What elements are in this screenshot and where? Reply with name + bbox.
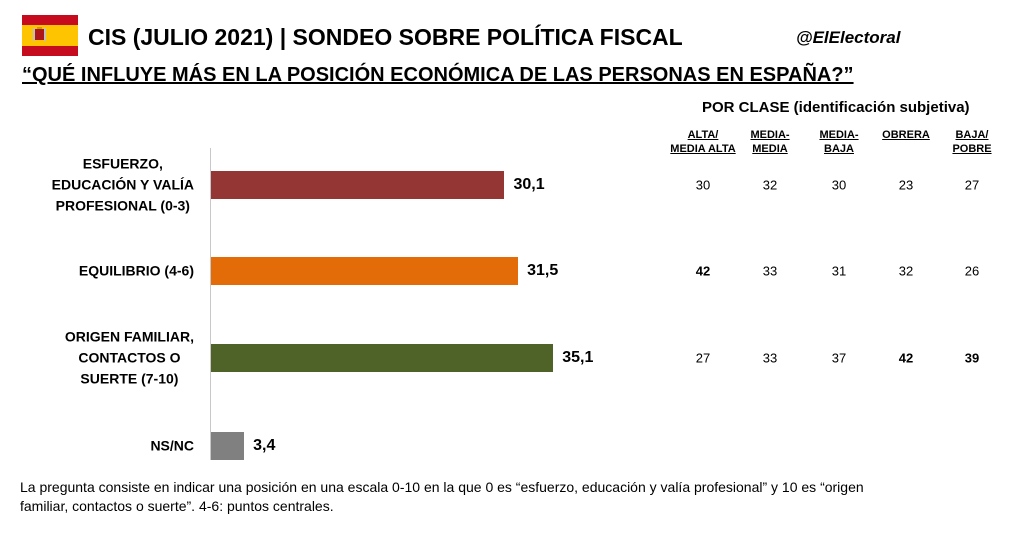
table-cell: 30 bbox=[695, 177, 711, 193]
table-column-header-line: BAJA bbox=[824, 143, 854, 155]
table-column-header-line: MEDIA bbox=[752, 143, 788, 155]
table-column-header: OBRERA bbox=[882, 128, 930, 142]
flag-stripe-top bbox=[22, 15, 78, 25]
coat-of-arms-icon bbox=[33, 27, 46, 41]
table-column-header-line: MEDIA ALTA bbox=[670, 143, 736, 155]
chart-axis-line bbox=[210, 148, 211, 460]
table-cell: 42 bbox=[695, 263, 711, 279]
footnote: La pregunta consiste en indicar una posi… bbox=[20, 479, 864, 514]
category-label: ORIGEN FAMILIAR, CONTACTOS O SUERTE (7-10) bbox=[65, 327, 194, 390]
page-title: CIS (JULIO 2021) | SONDEO SOBRE POLÍTICA… bbox=[88, 24, 683, 50]
category-label-line: ESFUERZO, bbox=[82, 155, 163, 172]
table-cell: 32 bbox=[762, 177, 778, 193]
table-cell: 32 bbox=[898, 263, 914, 279]
category-label: ESFUERZO, EDUCACIÓN Y VALÍA PROFESIONAL (0… bbox=[52, 154, 194, 217]
table-cell: 26 bbox=[964, 263, 980, 279]
category-label: EQUILIBRIO (4-6) bbox=[79, 261, 194, 282]
table-column-header: MEDIA- BAJA bbox=[819, 128, 858, 156]
table-cell: 27 bbox=[964, 177, 980, 193]
table-cell: 27 bbox=[695, 350, 711, 366]
bar bbox=[211, 171, 505, 199]
table-cell: 39 bbox=[964, 350, 980, 366]
spain-flag-icon bbox=[22, 15, 78, 56]
survey-question: “QUÉ INFLUYE MÁS EN LA POSICIÓN ECONÓMIC… bbox=[22, 64, 854, 86]
category-label-line: ORIGEN FAMILIAR, bbox=[64, 328, 194, 345]
table-cell: 42 bbox=[898, 350, 914, 366]
flag-stripe-middle bbox=[22, 25, 78, 46]
category-label-line: EDUCACIÓN Y VALÍA bbox=[51, 176, 194, 193]
table-column-header-line: MEDIA- bbox=[750, 129, 790, 141]
table-column-header: ALTA/MEDIA ALTA bbox=[670, 128, 735, 156]
table-cell: 30 bbox=[831, 177, 847, 193]
bar bbox=[211, 344, 554, 372]
category-label-line: EQUILIBRIO (4-6) bbox=[78, 262, 194, 279]
bar-value-label: 3,4 bbox=[253, 437, 276, 454]
table-cell: 33 bbox=[762, 263, 778, 279]
table-column-header-line: ALTA/ bbox=[687, 129, 719, 141]
table-column-header-line: BAJA/ bbox=[955, 129, 989, 141]
bar-value-label: 31,5 bbox=[527, 262, 559, 279]
table-cell: 23 bbox=[898, 177, 914, 193]
table-cell: 31 bbox=[831, 263, 847, 279]
category-label: NS/NC bbox=[150, 436, 194, 457]
table-column-header: BAJA/POBRE bbox=[952, 128, 991, 156]
category-label-line: NS/NC bbox=[150, 437, 194, 454]
flag-stripe-bottom bbox=[22, 46, 78, 56]
table-column-header-line: MEDIA- bbox=[819, 129, 859, 141]
category-label-line: CONTACTOS O bbox=[78, 349, 181, 366]
category-label-line: SUERTE (7-10) bbox=[80, 370, 179, 387]
author-handle: @ElElectoral bbox=[796, 28, 901, 47]
bar-value-label: 30,1 bbox=[513, 176, 545, 193]
bar bbox=[211, 257, 519, 285]
table-column-header-line: OBRERA bbox=[882, 129, 930, 141]
category-label-line: PROFESIONAL (0-3) bbox=[55, 197, 190, 214]
table-title: POR CLASE (identificación subjetiva) bbox=[702, 99, 970, 116]
table-column-header: MEDIA- MEDIA bbox=[750, 128, 789, 156]
table-cell: 33 bbox=[762, 350, 778, 366]
table-column-header-line: POBRE bbox=[952, 143, 992, 155]
bar-value-label: 35,1 bbox=[562, 349, 594, 366]
bar bbox=[211, 432, 245, 460]
table-cell: 37 bbox=[831, 350, 847, 366]
